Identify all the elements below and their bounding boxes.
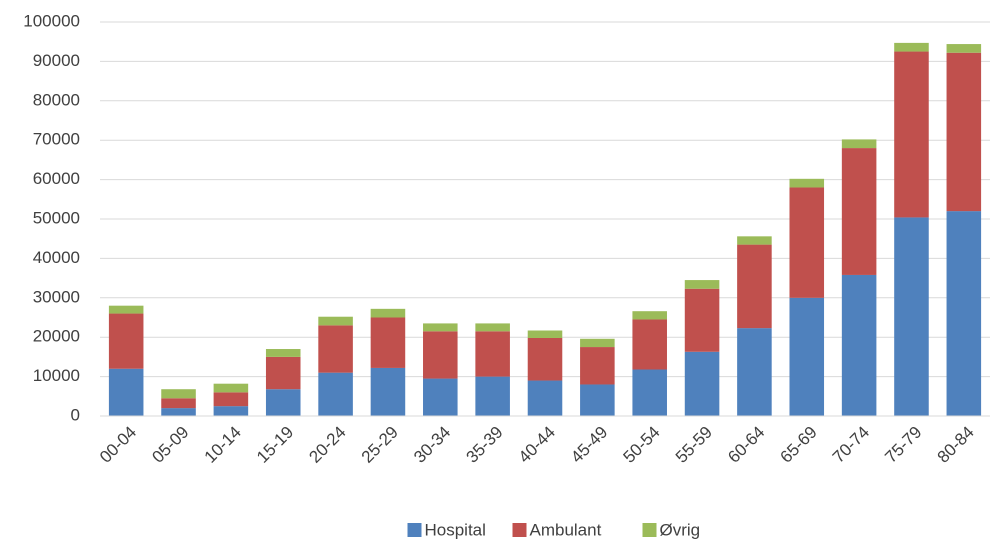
bar-segment	[161, 389, 196, 399]
bar-segment	[475, 323, 510, 332]
y-tick-label: 60000	[33, 169, 80, 188]
bar-segment	[684, 351, 720, 416]
bar-segment	[265, 349, 301, 357]
bar-segment	[737, 244, 772, 329]
x-tick-label: 45-49	[567, 423, 611, 467]
bar-segment	[423, 378, 458, 416]
bar-segment	[789, 187, 825, 298]
bar-segment	[370, 317, 406, 368]
bar-segment	[894, 51, 929, 218]
y-tick-label: 50000	[33, 208, 80, 227]
bar-segment	[894, 42, 929, 52]
bar-segment	[370, 367, 406, 416]
y-tick-label: 80000	[33, 90, 80, 109]
bar-segment	[580, 338, 615, 348]
x-tick-label: 40-44	[515, 423, 559, 467]
bar-segment	[161, 408, 196, 416]
bar-segment	[265, 356, 301, 390]
bar-segment	[789, 297, 825, 416]
bar-segment	[684, 280, 720, 289]
x-tick-label: 35-39	[462, 423, 506, 467]
bar-segment	[108, 305, 144, 314]
bar-segment	[946, 44, 982, 53]
bar-segment	[370, 308, 406, 318]
legend-label: Øvrig	[660, 520, 701, 539]
legend-swatch	[642, 523, 657, 537]
x-tick-label: 65-69	[777, 423, 821, 467]
x-tick-label: 10-14	[201, 423, 245, 467]
bar-segment	[527, 380, 563, 416]
bar-segment	[423, 323, 458, 332]
bar-segment	[841, 139, 877, 149]
bar-segment	[527, 330, 563, 338]
bar-segment	[108, 313, 144, 369]
bar-segment	[841, 274, 877, 416]
x-tick-label: 00-04	[96, 423, 140, 467]
bar-segment	[946, 211, 982, 416]
y-tick-label: 30000	[33, 287, 80, 306]
x-tick-label: 15-19	[253, 423, 297, 467]
bar-segment	[318, 372, 353, 416]
y-tick-label: 20000	[33, 327, 80, 346]
bar-segment	[632, 369, 667, 416]
bar-segment	[318, 316, 353, 326]
x-tick-label: 25-29	[358, 423, 402, 467]
bar-segment	[161, 398, 196, 409]
legend-label: Ambulant	[530, 520, 602, 539]
bar-segment	[841, 148, 877, 275]
x-tick-label: 80-84	[934, 423, 978, 467]
bar-segment	[318, 325, 353, 373]
bar-segment	[789, 178, 825, 188]
y-tick-label: 70000	[33, 130, 80, 149]
bar-segment	[946, 52, 982, 212]
bar-segment	[580, 384, 615, 416]
x-tick-label: 60-64	[724, 423, 768, 467]
bar-segment	[213, 383, 249, 393]
bar-segment	[737, 236, 772, 245]
y-tick-label: 40000	[33, 248, 80, 267]
x-tick-label: 50-54	[620, 423, 664, 467]
legend-swatch	[512, 523, 527, 537]
bar-segment	[213, 406, 249, 416]
x-tick-label: 30-34	[410, 423, 454, 467]
bar-segment	[108, 368, 144, 416]
x-tick-label: 20-24	[305, 423, 349, 467]
x-tick-label: 70-74	[829, 423, 873, 467]
x-tick-label: 55-59	[672, 423, 716, 467]
bar-segment	[423, 331, 458, 379]
bar-segment	[632, 319, 667, 370]
bar-segment	[894, 217, 929, 416]
bar-segment	[265, 389, 301, 416]
bar-segment	[213, 392, 249, 407]
bar-segment	[475, 376, 510, 416]
x-tick-label: 05-09	[148, 423, 192, 467]
y-tick-label: 90000	[33, 51, 80, 70]
y-tick-label: 0	[71, 405, 80, 424]
legend-label: Hospital	[425, 520, 486, 539]
bar-segment	[737, 328, 772, 416]
legend-swatch	[407, 523, 422, 537]
bar-segment	[475, 331, 510, 377]
y-tick-label: 10000	[33, 366, 80, 385]
bar-segment	[684, 288, 720, 352]
x-tick-label: 75-79	[881, 423, 925, 467]
bar-segment	[632, 311, 667, 320]
y-tick-label: 100000	[23, 11, 80, 30]
bar-segment	[580, 347, 615, 385]
bar-segment	[527, 337, 563, 381]
